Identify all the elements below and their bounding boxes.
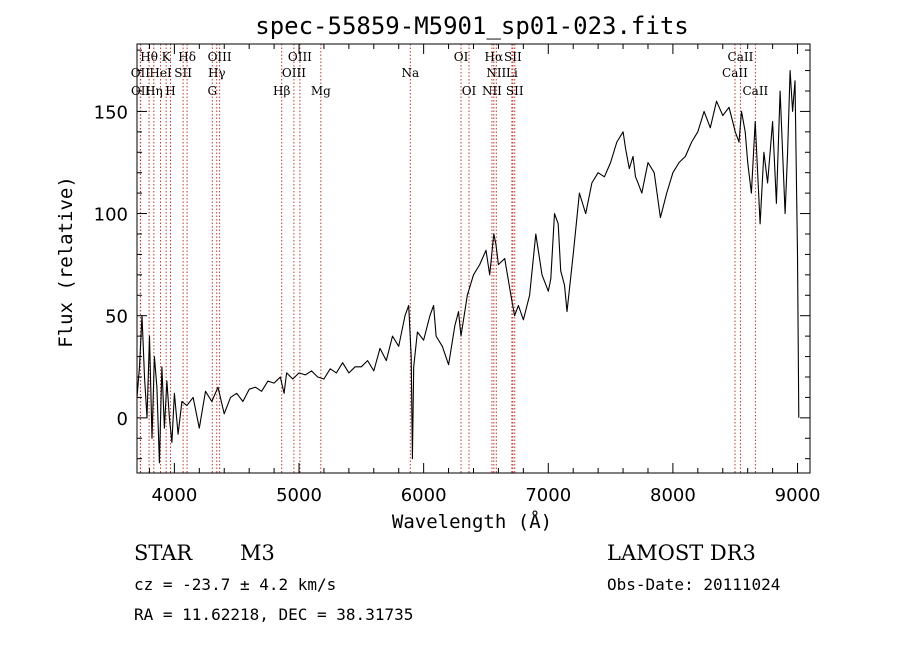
line-label-row2-1: HeI: [149, 66, 172, 80]
x-axis-label: Wavelength (Å): [392, 510, 552, 533]
line-label-row3-1: Hη: [145, 84, 163, 98]
line-label-row2-0: OII: [131, 66, 151, 80]
object-subclass: M3: [240, 541, 275, 565]
line-label-row3-3: G: [207, 84, 217, 98]
plot-frame: [136, 43, 811, 474]
redshift-velocity: cz = -23.7 ± 4.2 km/s: [134, 575, 336, 594]
line-label-row1-6: Hα: [485, 50, 504, 64]
survey-name: LAMOST DR3: [607, 541, 756, 565]
line-label-row1-2: Hδ: [178, 50, 196, 64]
observation-date: Obs-Date: 20111024: [607, 575, 780, 594]
line-label-row3-6: OI: [462, 84, 477, 98]
line-label-row3-2: H: [165, 84, 175, 98]
y-axis-label: Flux (relative): [55, 176, 77, 348]
line-label-row3-4: Hβ: [273, 84, 290, 98]
line-label-row1-5: OI: [454, 50, 469, 64]
line-label-row2-5: Na: [401, 66, 419, 80]
line-label-row1-4: OIII: [288, 50, 312, 64]
line-label-row3-8: SII: [506, 84, 524, 98]
y-tick-label: 150: [94, 102, 128, 123]
spectral-line-markers: [139, 44, 756, 473]
line-label-row2-8: CaII: [722, 66, 748, 80]
x-axis-ticks: 4000 5000 6000 7000 8000 9000: [148, 44, 821, 506]
line-label-row1-3: OIII: [208, 50, 232, 64]
x-tick-label: 9000: [775, 485, 821, 506]
x-tick-label: 7000: [525, 485, 571, 506]
line-label-row2-6: NII: [486, 66, 506, 80]
flux-series: [136, 70, 800, 464]
x-tick-label: 4000: [151, 485, 197, 506]
line-label-row1-0: Hθ: [140, 50, 158, 64]
line-label-row1-7: SII: [504, 50, 522, 64]
line-label-row1-1: K: [162, 50, 172, 64]
y-tick-label: 100: [94, 205, 128, 226]
coordinates: RA = 11.62218, DEC = 38.31735: [134, 605, 413, 624]
y-axis-ticks: 0 50 100 150: [94, 49, 810, 460]
x-tick-label: 6000: [401, 485, 447, 506]
object-class: STAR: [134, 541, 193, 565]
line-label-row2-3: Hγ: [208, 66, 226, 80]
line-label-row2-2: SII: [174, 66, 192, 80]
line-label-row1-8: CaII: [728, 50, 754, 64]
y-tick-label: 50: [105, 307, 128, 328]
chart-title: spec-55859-M5901_sp01-023.fits: [255, 12, 688, 40]
line-label-row2-7: Li: [506, 66, 518, 80]
line-label-row3-5: Mg: [311, 84, 331, 98]
y-tick-label: 0: [117, 409, 128, 430]
flux-line: [136, 70, 800, 464]
line-label-row3-7: NII: [482, 84, 502, 98]
x-tick-label: 5000: [276, 485, 322, 506]
line-label-row2-4: OIII: [282, 66, 306, 80]
x-tick-label: 8000: [650, 485, 696, 506]
line-label-row3-9: CaII: [742, 84, 768, 98]
